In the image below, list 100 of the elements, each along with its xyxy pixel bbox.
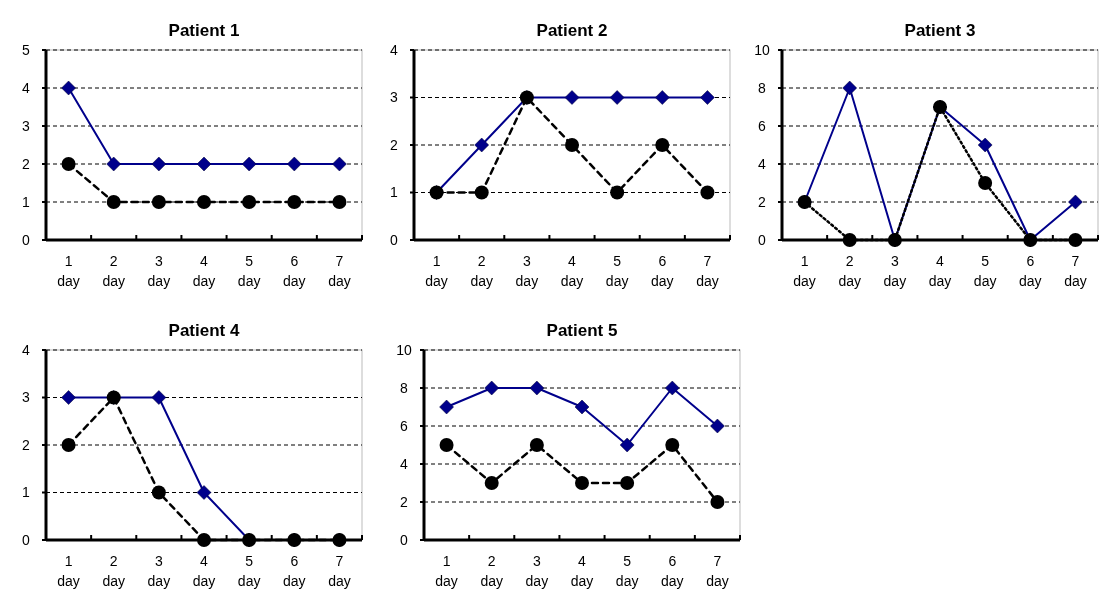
x-tick-label: 5 day bbox=[237, 553, 261, 589]
y-tick-label: 0 bbox=[22, 231, 31, 248]
y-tick-label: 0 bbox=[758, 231, 767, 248]
point bbox=[710, 495, 725, 509]
x-tick-label: 7 day bbox=[706, 553, 729, 589]
x-tick-label: 5 day bbox=[973, 253, 997, 289]
x-tick-label: 4 day bbox=[192, 553, 216, 589]
point bbox=[665, 438, 680, 452]
x-tick-label: 2 day bbox=[470, 253, 493, 289]
point bbox=[474, 185, 489, 200]
point bbox=[61, 80, 76, 96]
point bbox=[439, 399, 454, 415]
point bbox=[529, 438, 544, 452]
y-tick-label: 0 bbox=[400, 531, 409, 548]
point bbox=[242, 195, 257, 209]
point bbox=[287, 156, 302, 172]
point bbox=[439, 438, 454, 452]
y-tick-label: 10 bbox=[754, 41, 770, 58]
point bbox=[484, 476, 499, 490]
x-tick-label: 6 day bbox=[283, 553, 306, 589]
point bbox=[700, 185, 715, 200]
x-tick-label: 3 day bbox=[147, 553, 171, 589]
point bbox=[287, 195, 302, 209]
point bbox=[978, 176, 993, 190]
x-tick-label: 1 day bbox=[57, 253, 80, 289]
y-tick-label: 3 bbox=[22, 117, 31, 134]
x-tick-label: 3 day bbox=[147, 253, 171, 289]
point bbox=[61, 390, 76, 405]
y-tick-label: 0 bbox=[22, 531, 31, 548]
x-tick-label: 7 day bbox=[696, 253, 719, 289]
point bbox=[610, 185, 625, 200]
x-tick-label: 2 day bbox=[102, 253, 125, 289]
point bbox=[196, 485, 212, 500]
x-tick-label: 4 day bbox=[570, 553, 594, 589]
x-tick-label: 4 day bbox=[928, 253, 952, 289]
point bbox=[61, 438, 76, 452]
point bbox=[619, 437, 635, 453]
point bbox=[620, 476, 635, 490]
y-tick-label: 2 bbox=[400, 493, 409, 510]
point bbox=[332, 195, 347, 209]
point bbox=[609, 90, 625, 105]
x-tick-label: 7 day bbox=[328, 553, 351, 589]
point bbox=[151, 156, 167, 172]
x-tick-label: 1 day bbox=[425, 253, 448, 289]
point bbox=[241, 156, 257, 172]
point bbox=[1068, 194, 1083, 210]
x-tick-label: 2 day bbox=[102, 553, 125, 589]
y-tick-label: 5 bbox=[22, 41, 31, 58]
x-tick-label: 2 day bbox=[838, 253, 861, 289]
point bbox=[106, 195, 121, 209]
y-tick-label: 8 bbox=[758, 79, 767, 96]
y-tick-label: 1 bbox=[390, 184, 399, 201]
y-tick-label: 8 bbox=[400, 379, 409, 396]
point bbox=[196, 156, 212, 172]
y-tick-label: 2 bbox=[758, 193, 767, 210]
y-tick-label: 4 bbox=[390, 41, 399, 58]
y-tick-label: 2 bbox=[390, 136, 399, 153]
point bbox=[151, 195, 166, 209]
point bbox=[564, 90, 580, 105]
chart-title: Patient 5 bbox=[546, 321, 618, 340]
point bbox=[665, 380, 680, 396]
y-tick-label: 2 bbox=[22, 155, 31, 172]
x-tick-label: 6 day bbox=[651, 253, 674, 289]
point bbox=[655, 90, 670, 105]
y-tick-label: 4 bbox=[400, 455, 409, 472]
x-tick-label: 7 day bbox=[328, 253, 351, 289]
x-tick-label: 1 day bbox=[793, 253, 816, 289]
y-tick-label: 4 bbox=[758, 155, 767, 172]
point bbox=[700, 90, 715, 105]
x-tick-label: 6 day bbox=[661, 553, 684, 589]
point bbox=[151, 485, 166, 500]
chart-title: Patient 4 bbox=[168, 321, 240, 340]
y-tick-label: 4 bbox=[22, 341, 31, 358]
point bbox=[151, 390, 167, 405]
y-tick-label: 10 bbox=[396, 341, 412, 358]
point bbox=[332, 156, 347, 172]
point bbox=[529, 380, 545, 396]
chart-title: Patient 2 bbox=[536, 21, 608, 40]
x-tick-label: 5 day bbox=[237, 253, 261, 289]
point bbox=[977, 137, 993, 153]
x-tick-label: 3 day bbox=[515, 253, 539, 289]
point bbox=[842, 80, 857, 96]
y-tick-label: 0 bbox=[390, 231, 399, 248]
point bbox=[474, 137, 489, 153]
y-tick-label: 3 bbox=[390, 89, 399, 106]
x-tick-label: 4 day bbox=[192, 253, 216, 289]
point bbox=[575, 476, 589, 490]
point bbox=[565, 138, 579, 152]
x-tick-label: 2 day bbox=[480, 553, 503, 589]
y-tick-label: 6 bbox=[400, 417, 409, 434]
y-tick-label: 4 bbox=[22, 79, 31, 96]
x-tick-label: 5 day bbox=[615, 553, 639, 589]
point bbox=[655, 138, 670, 152]
x-tick-label: 4 day bbox=[560, 253, 584, 289]
x-tick-label: 1 day bbox=[57, 553, 80, 589]
chart-title: Patient 1 bbox=[168, 21, 240, 40]
point bbox=[574, 399, 590, 415]
point bbox=[61, 157, 76, 171]
y-tick-label: 1 bbox=[22, 484, 31, 501]
x-tick-label: 3 day bbox=[525, 553, 549, 589]
